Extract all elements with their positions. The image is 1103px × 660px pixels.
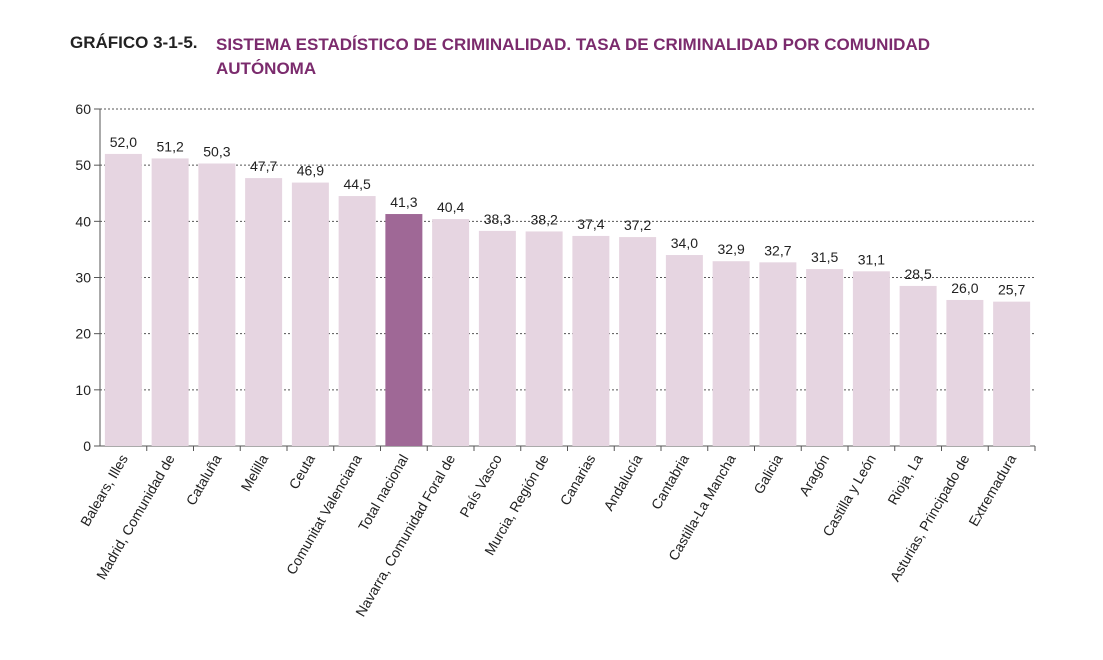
x-tick-label: Balears, Illes <box>77 452 131 529</box>
data-label: 26,0 <box>951 280 978 296</box>
data-label: 32,7 <box>764 242 791 258</box>
bar <box>899 285 937 446</box>
data-label: 25,7 <box>998 282 1025 298</box>
bar <box>572 235 610 446</box>
bar <box>759 262 797 446</box>
chart-number: GRÁFICO 3-1-5. <box>70 33 198 52</box>
bar <box>478 230 516 446</box>
gridlines <box>100 108 1035 391</box>
bars <box>104 153 1031 446</box>
y-tick-label: 60 <box>75 101 91 117</box>
data-label: 31,5 <box>811 249 838 265</box>
bar <box>993 301 1031 446</box>
y-tick-label: 10 <box>75 382 91 398</box>
data-label: 37,4 <box>577 216 604 232</box>
data-label: 37,2 <box>624 217 651 233</box>
y-tick-label: 20 <box>75 326 91 342</box>
bar <box>852 271 890 446</box>
bar <box>245 178 283 446</box>
x-tick-label: Cantabria <box>648 451 692 512</box>
data-label: 50,3 <box>203 143 230 159</box>
data-label: 28,5 <box>905 266 932 282</box>
x-tick-label: Extremadura <box>965 451 1019 529</box>
x-tick-label: Ceuta <box>285 451 318 492</box>
bar <box>525 231 563 446</box>
data-label: 46,9 <box>297 163 324 179</box>
bar <box>712 261 750 446</box>
bar <box>198 163 236 446</box>
data-label: 41,3 <box>390 194 417 210</box>
x-tick-label: Navarra, Comunidad Foral de <box>352 451 458 619</box>
y-tick-label: 50 <box>75 157 91 173</box>
x-tick-label: Galicia <box>750 451 785 496</box>
x-tick-label: Cataluña <box>183 451 225 508</box>
bar <box>385 214 423 446</box>
data-label: 31,1 <box>858 251 885 267</box>
data-label: 52,0 <box>110 134 137 150</box>
bar <box>338 196 376 446</box>
bar <box>806 269 844 446</box>
x-tick-label: Melilla <box>238 451 272 494</box>
data-label: 38,3 <box>484 211 511 227</box>
data-label: 38,2 <box>531 211 558 227</box>
data-label: 32,9 <box>718 241 745 257</box>
y-tick-label: 0 <box>83 438 91 454</box>
x-tick-label: Aragón <box>796 452 832 499</box>
bar <box>291 182 329 446</box>
data-label: 51,2 <box>157 138 184 154</box>
value-labels: 52,0 51,2 50,3 47,7 46,9 44,5 41,3 40,4 38,3 38,2… <box>110 134 1026 298</box>
x-tick-label: País Vasco <box>456 451 505 520</box>
data-label: 34,0 <box>671 235 698 251</box>
bar <box>619 237 657 446</box>
x-tick-label: Rioja, La <box>884 451 926 507</box>
x-tick-label: Andalucía <box>600 451 645 513</box>
y-tick-label: 40 <box>75 213 91 229</box>
data-label: 47,7 <box>250 158 277 174</box>
bar <box>946 299 984 446</box>
bar <box>432 219 470 446</box>
y-tick-label: 30 <box>75 270 91 286</box>
bar <box>104 153 142 446</box>
data-label: 44,5 <box>344 176 371 192</box>
bar <box>665 255 703 446</box>
bar <box>151 158 189 446</box>
chart-title: SISTEMA ESTADÍSTICO DE CRIMINALIDAD. TAS… <box>216 35 930 78</box>
x-tick-label: Canarias <box>557 452 599 509</box>
data-label: 40,4 <box>437 199 464 215</box>
